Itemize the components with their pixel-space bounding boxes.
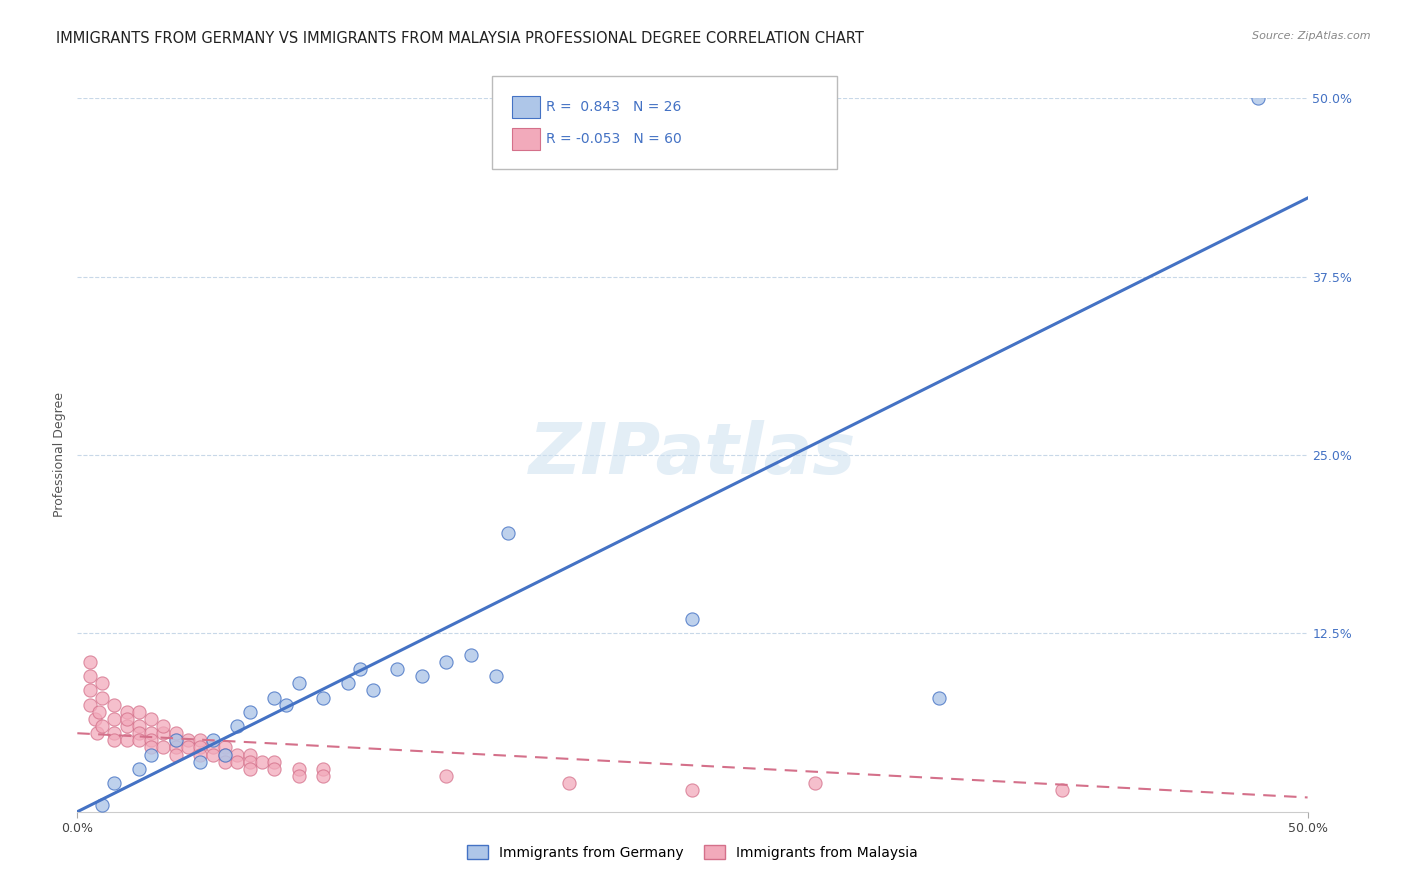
Point [214, 747, 236, 762]
Point [288, 769, 311, 783]
Y-axis label: Professional Degree: Professional Degree [52, 392, 66, 517]
Point [312, 690, 335, 705]
Point [214, 740, 236, 755]
Point [411, 669, 433, 683]
Point [201, 740, 224, 755]
Point [928, 690, 950, 705]
Point [115, 733, 138, 747]
Point [312, 769, 335, 783]
Point [190, 755, 212, 769]
Point [165, 747, 187, 762]
Point [86, 726, 108, 740]
Point [288, 762, 311, 776]
Point [103, 726, 125, 740]
Point [485, 669, 508, 683]
Point [190, 747, 212, 762]
Point [177, 733, 200, 747]
Point [115, 719, 138, 733]
Point [201, 733, 224, 747]
Point [239, 755, 262, 769]
Point [226, 755, 249, 769]
Point [239, 705, 262, 719]
Point [239, 747, 262, 762]
Point [128, 762, 150, 776]
Point [141, 726, 163, 740]
Point [128, 705, 150, 719]
Point [128, 726, 150, 740]
Point [682, 783, 704, 797]
Point [190, 740, 212, 755]
Point [103, 712, 125, 726]
Point [165, 733, 187, 747]
Point [361, 683, 384, 698]
Point [387, 662, 409, 676]
Point [201, 747, 224, 762]
Point [226, 719, 249, 733]
Point [141, 747, 163, 762]
Point [165, 740, 187, 755]
Point [152, 740, 174, 755]
Point [115, 712, 138, 726]
Point [558, 776, 581, 790]
Point [141, 740, 163, 755]
Point [436, 769, 458, 783]
Text: Source: ZipAtlas.com: Source: ZipAtlas.com [1253, 31, 1371, 41]
Point [436, 655, 458, 669]
Point [115, 705, 138, 719]
Point [263, 762, 285, 776]
Text: R =  0.843   N = 26: R = 0.843 N = 26 [546, 100, 681, 114]
Point [83, 712, 105, 726]
Point [337, 676, 360, 690]
Point [804, 776, 827, 790]
Point [349, 662, 371, 676]
Point [263, 755, 285, 769]
Point [165, 733, 187, 747]
Point [1050, 783, 1073, 797]
Point [103, 733, 125, 747]
Point [177, 740, 200, 755]
Point [79, 698, 101, 712]
Point [496, 526, 519, 541]
Point [103, 698, 125, 712]
Point [190, 733, 212, 747]
Point [79, 683, 101, 698]
Point [214, 755, 236, 769]
Point [239, 762, 262, 776]
Point [288, 676, 311, 690]
Point [312, 762, 335, 776]
Point [141, 733, 163, 747]
Text: R = -0.053   N = 60: R = -0.053 N = 60 [546, 132, 682, 146]
Point [263, 690, 285, 705]
Point [165, 726, 187, 740]
Point [250, 755, 273, 769]
Point [152, 726, 174, 740]
Point [103, 776, 125, 790]
Point [152, 719, 174, 733]
Legend: Immigrants from Germany, Immigrants from Malaysia: Immigrants from Germany, Immigrants from… [461, 839, 924, 865]
Point [141, 712, 163, 726]
Point [214, 747, 236, 762]
Point [226, 747, 249, 762]
Text: IMMIGRANTS FROM GERMANY VS IMMIGRANTS FROM MALAYSIA PROFESSIONAL DEGREE CORRELAT: IMMIGRANTS FROM GERMANY VS IMMIGRANTS FR… [56, 31, 865, 46]
Point [90, 676, 114, 690]
Text: ZIPatlas: ZIPatlas [529, 420, 856, 490]
Point [460, 648, 482, 662]
Point [90, 797, 114, 812]
Point [89, 705, 111, 719]
Point [682, 612, 704, 626]
Point [276, 698, 298, 712]
Point [90, 690, 114, 705]
Point [1247, 91, 1270, 105]
Point [79, 655, 101, 669]
Point [79, 669, 101, 683]
Point [128, 719, 150, 733]
Point [90, 719, 114, 733]
Point [128, 733, 150, 747]
